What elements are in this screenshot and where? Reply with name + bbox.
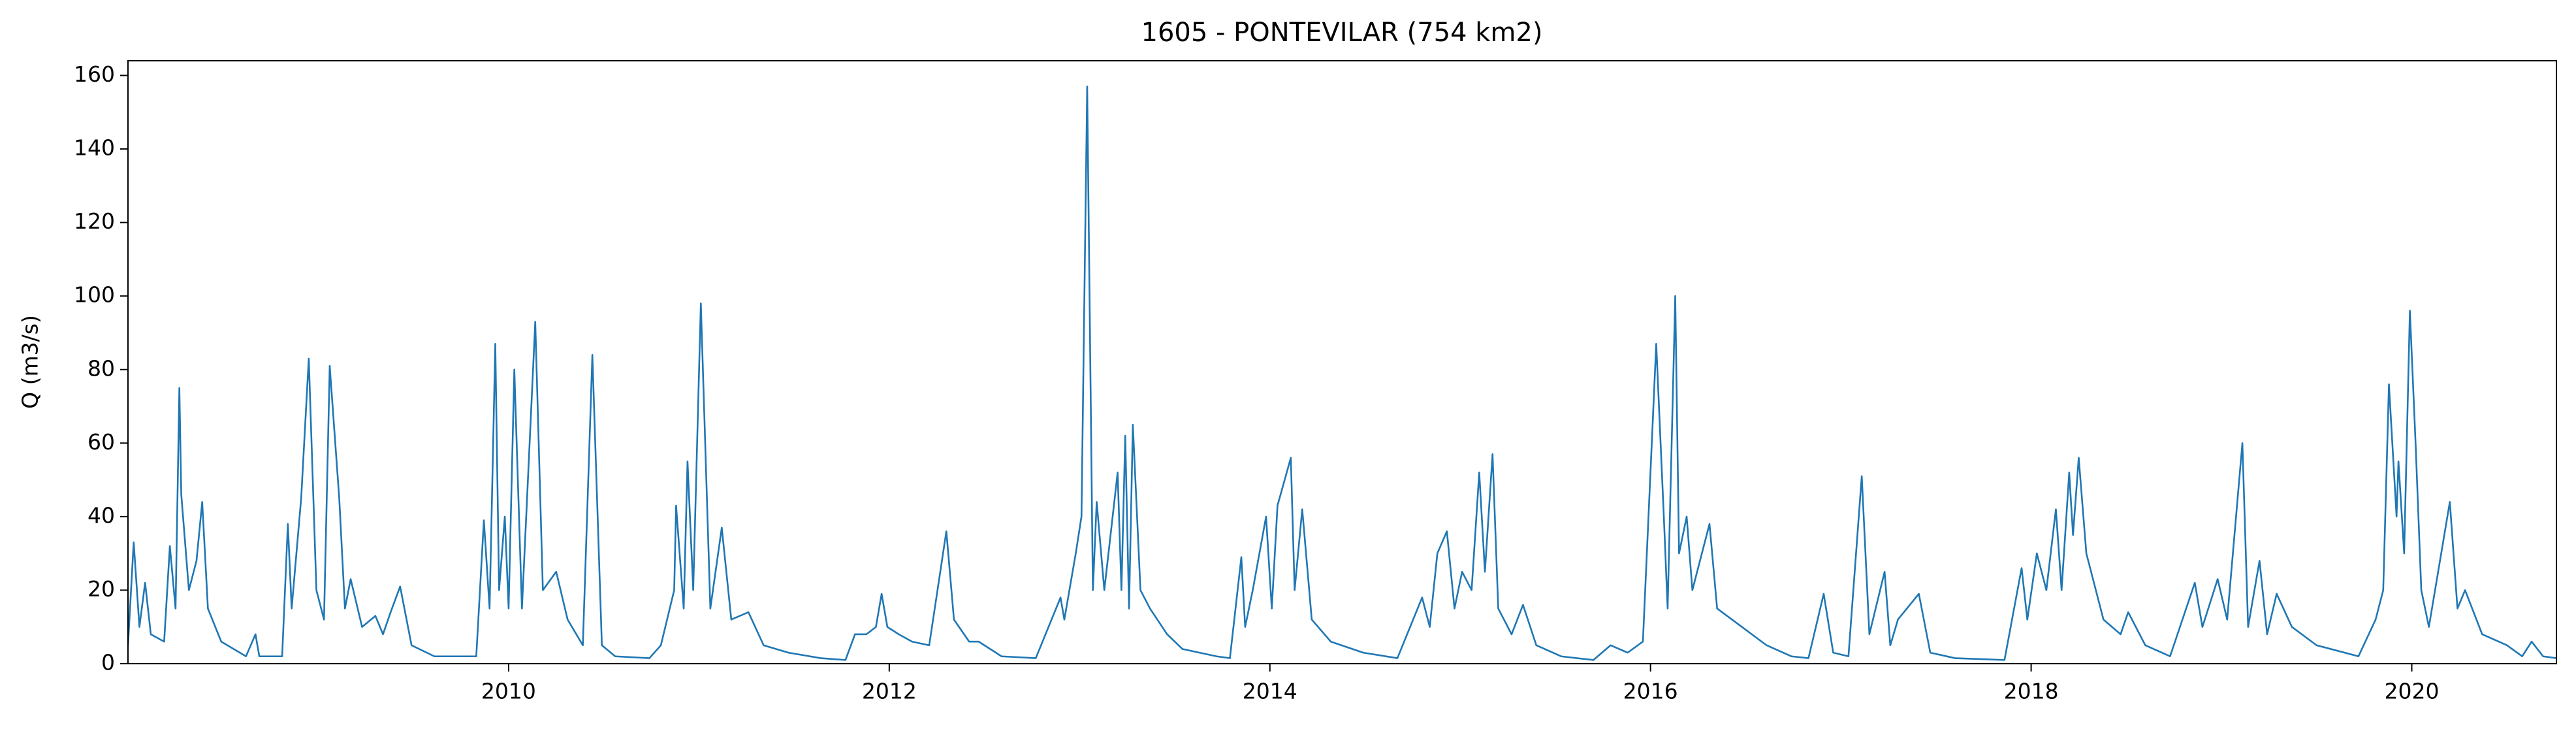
y-tick-label: 20 (87, 576, 115, 602)
x-tick-label: 2016 (1623, 679, 1678, 704)
y-tick-label: 40 (87, 502, 115, 528)
x-tick-label: 2020 (2385, 679, 2440, 704)
y-tick-label: 120 (74, 208, 115, 234)
chart-title: 1605 - PONTEVILAR (754 km2) (1141, 18, 1543, 48)
y-tick-label: 140 (74, 135, 115, 161)
y-tick-label: 0 (101, 650, 115, 675)
x-tick-label: 2018 (2004, 679, 2059, 704)
x-tick-label: 2014 (1243, 679, 1297, 704)
y-tick-label: 100 (74, 282, 115, 308)
x-tick-label: 2012 (862, 679, 917, 704)
plot-frame (127, 60, 2557, 664)
x-tick-label: 2010 (481, 679, 536, 704)
y-tick-label: 80 (87, 355, 115, 381)
data-line (128, 86, 2556, 661)
y-tick-label: 160 (74, 61, 115, 87)
y-tick-label: 60 (87, 429, 115, 455)
y-axis-label: Q (m3/s) (18, 315, 43, 409)
